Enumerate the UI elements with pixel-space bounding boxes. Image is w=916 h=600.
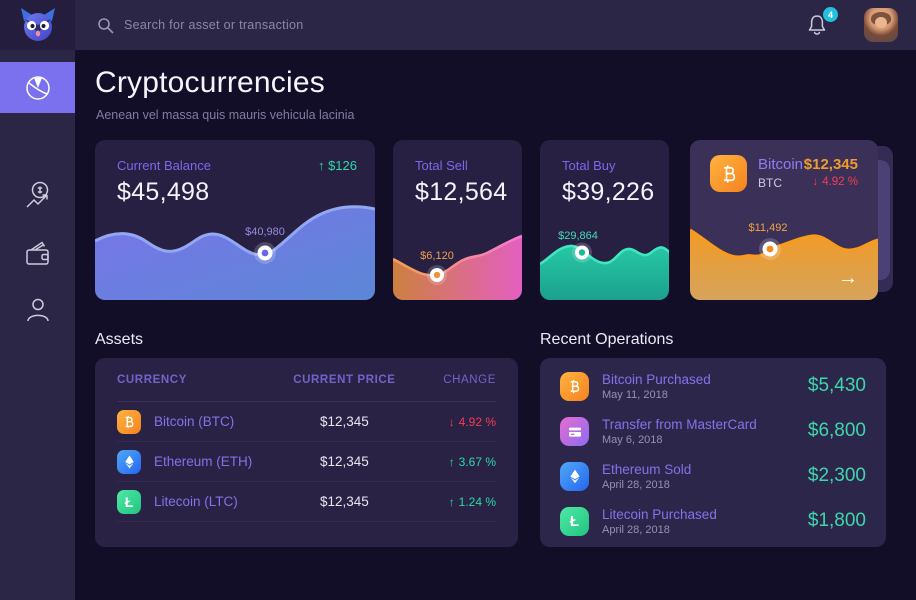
market-trend-icon bbox=[25, 181, 48, 208]
operation-title: Transfer from MasterCard bbox=[602, 417, 757, 432]
avatar[interactable] bbox=[864, 8, 898, 42]
operation-date: May 11, 2018 bbox=[602, 389, 668, 401]
notification-badge: 4 bbox=[823, 7, 838, 22]
asset-change: ↑ 3.67 % bbox=[448, 454, 496, 469]
operation-item[interactable]: Ł Litecoin Purchased April 28, 2018 $1,8… bbox=[560, 507, 866, 547]
down-arrow-icon: ↓ bbox=[448, 414, 455, 429]
card-label: Total Buy bbox=[562, 158, 616, 173]
search-icon bbox=[98, 17, 114, 33]
bitcoin-card[interactable]: Bitcoin BTC $12,345 ↓ 4.92 % $11,492 → bbox=[690, 140, 878, 300]
credit-card-icon bbox=[560, 417, 589, 446]
operation-title: Litecoin Purchased bbox=[602, 507, 717, 522]
owl-logo-icon bbox=[20, 8, 55, 41]
sidebar-item-market[interactable] bbox=[0, 170, 75, 221]
assets-panel: CURRENCY CURRENT PRICE CHANGE Bitcoin (B… bbox=[95, 358, 518, 547]
column-header-currency: CURRENCY bbox=[117, 373, 187, 386]
chart-point-label: $29,864 bbox=[558, 230, 598, 242]
profile-icon bbox=[26, 298, 49, 321]
operation-amount: $6,800 bbox=[807, 420, 866, 441]
card-delta: ↑ $126 bbox=[317, 158, 357, 173]
sidebar-item-wallet[interactable] bbox=[0, 227, 75, 278]
table-row-bitcoin[interactable]: Bitcoin (BTC) $12,345 ↓ 4.92 % bbox=[117, 402, 496, 442]
coin-name: Bitcoin bbox=[758, 156, 804, 173]
bitcoin-glyph-icon bbox=[723, 164, 735, 183]
asset-change: ↓ 4.92 % bbox=[448, 414, 496, 429]
asset-price: $12,345 bbox=[319, 414, 369, 429]
card-label: Current Balance bbox=[117, 158, 211, 173]
operation-item[interactable]: Ethereum Sold April 28, 2018 $2,300 bbox=[560, 462, 866, 502]
asset-price: $12,345 bbox=[319, 454, 369, 469]
litecoin-icon: Ł bbox=[560, 507, 589, 536]
sidebar bbox=[0, 50, 75, 600]
coin-change: ↓ 4.92 % bbox=[812, 176, 858, 188]
asset-change: ↑ 1.24 % bbox=[448, 494, 496, 509]
column-header-change: CHANGE bbox=[443, 373, 496, 386]
current-balance-card[interactable]: Current Balance $45,498 ↑ $126 $40,980 bbox=[95, 140, 375, 300]
top-bar: 4 bbox=[75, 0, 916, 50]
card-value: $12,564 bbox=[415, 178, 508, 206]
table-row-ethereum[interactable]: Ethereum (ETH) $12,345 ↑ 3.67 % bbox=[117, 442, 496, 482]
search-bar bbox=[97, 0, 384, 50]
down-arrow-icon: ↓ bbox=[812, 176, 819, 188]
asset-name: Bitcoin (BTC) bbox=[154, 414, 235, 429]
operation-item[interactable]: Transfer from MasterCard May 6, 2018 $6,… bbox=[560, 417, 866, 457]
up-arrow-icon: ↑ bbox=[448, 454, 455, 469]
operations-section-title: Recent Operations bbox=[540, 331, 674, 348]
sell-sparkline-chart bbox=[393, 234, 522, 300]
asset-name: Ethereum (ETH) bbox=[154, 454, 253, 469]
bitcoin-icon bbox=[117, 409, 141, 434]
operation-date: April 28, 2018 bbox=[602, 524, 670, 536]
notifications-button[interactable]: 4 bbox=[806, 7, 838, 39]
chart-point-label: $40,980 bbox=[245, 226, 285, 238]
coin-price: $12,345 bbox=[803, 156, 858, 173]
page-title: Cryptocurrencies bbox=[95, 66, 325, 99]
ethereum-icon bbox=[117, 449, 141, 474]
bell-icon bbox=[808, 15, 826, 35]
chart-point-label: $6,120 bbox=[420, 250, 454, 262]
card-label: Total Sell bbox=[415, 158, 468, 173]
operation-date: May 6, 2018 bbox=[602, 434, 663, 446]
bitcoin-icon bbox=[560, 372, 589, 401]
operation-item[interactable]: Bitcoin Purchased May 11, 2018 $5,430 bbox=[560, 372, 866, 412]
coin-symbol: BTC bbox=[758, 176, 782, 190]
chart-point-label: $11,492 bbox=[748, 222, 788, 234]
app-logo[interactable] bbox=[0, 0, 75, 50]
bitcoin-icon bbox=[710, 155, 747, 192]
card-value: $39,226 bbox=[562, 178, 655, 206]
page-subtitle: Aenean vel massa quis mauris vehicula la… bbox=[96, 108, 355, 122]
column-header-price: CURRENT PRICE bbox=[293, 373, 396, 386]
operation-title: Ethereum Sold bbox=[602, 462, 692, 477]
sidebar-item-profile[interactable] bbox=[0, 284, 75, 335]
total-buy-card[interactable]: Total Buy $39,226 $29,864 bbox=[540, 140, 669, 300]
asset-name: Litecoin (LTC) bbox=[154, 494, 238, 509]
total-sell-card[interactable]: Total Sell $12,564 $6,120 bbox=[393, 140, 522, 300]
assets-table-header: CURRENCY CURRENT PRICE CHANGE bbox=[117, 358, 496, 402]
delta-up-arrow-icon: ↑ bbox=[317, 158, 325, 173]
balance-sparkline-chart bbox=[95, 205, 375, 300]
table-row-litecoin[interactable]: Ł Litecoin (LTC) $12,345 ↑ 1.24 % bbox=[117, 482, 496, 522]
litecoin-icon: Ł bbox=[117, 489, 141, 514]
operation-title: Bitcoin Purchased bbox=[602, 372, 711, 387]
card-detail-arrow-button[interactable]: → bbox=[838, 267, 858, 289]
search-input[interactable] bbox=[124, 18, 384, 32]
operations-panel: Bitcoin Purchased May 11, 2018 $5,430 Tr… bbox=[540, 358, 886, 547]
operation-amount: $5,430 bbox=[807, 375, 866, 396]
asset-price: $12,345 bbox=[319, 494, 369, 509]
bitcoin-sparkline-chart bbox=[690, 228, 878, 300]
ethereum-icon bbox=[560, 462, 589, 491]
operation-date: April 28, 2018 bbox=[602, 479, 670, 491]
operation-amount: $2,300 bbox=[807, 465, 866, 486]
pie-chart-icon bbox=[25, 75, 50, 100]
sidebar-item-cryptocurrencies[interactable] bbox=[0, 62, 75, 113]
up-arrow-icon: ↑ bbox=[448, 494, 455, 509]
wallet-icon bbox=[25, 240, 49, 265]
buy-sparkline-chart bbox=[540, 242, 669, 300]
operation-amount: $1,800 bbox=[807, 510, 866, 531]
assets-section-title: Assets bbox=[95, 331, 144, 348]
card-value: $45,498 bbox=[117, 178, 210, 206]
